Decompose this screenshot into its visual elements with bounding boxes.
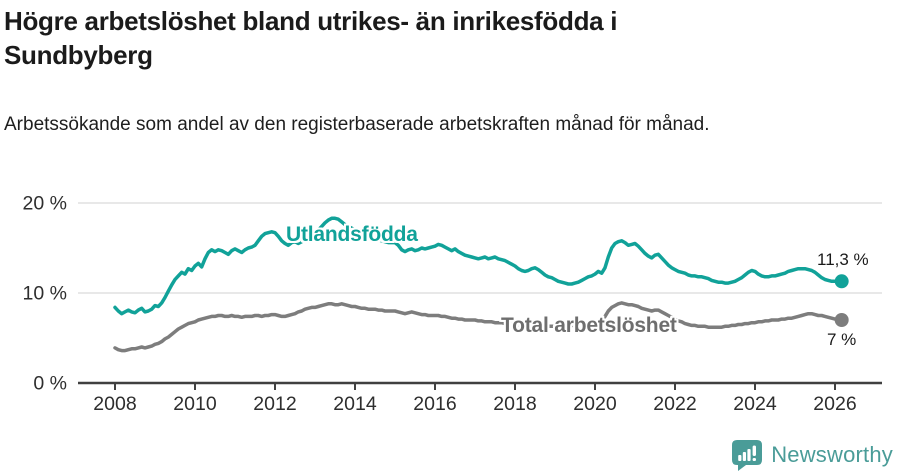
series-line-utlandsfodda — [113, 216, 844, 316]
newsworthy-speech-bubble-chart-icon — [732, 440, 763, 471]
series-line-total — [113, 301, 844, 353]
newsworthy-logo[interactable]: Newsworthy — [731, 439, 893, 471]
x-tick-label-2020: 2020 — [573, 393, 617, 415]
chart-subtitle: Arbetssökande som andel av den registerb… — [4, 114, 710, 135]
x-tick-label-2018: 2018 — [493, 393, 536, 415]
x-tick-label-2024: 2024 — [733, 393, 777, 415]
series-endpoint-dot-total — [834, 313, 849, 327]
x-tick-label-2014: 2014 — [333, 393, 377, 415]
chart-title: Högre arbetslöshet bland utrikes- än inr… — [4, 6, 618, 70]
x-tick-label-2026: 2026 — [813, 393, 856, 415]
x-tick-label-2022: 2022 — [653, 393, 696, 415]
newsworthy-brand-name: Newsworthy — [771, 442, 893, 467]
y-tick-label-20: 20 % — [23, 193, 67, 215]
series-label-utlandsfodda: Utlandsfödda — [286, 223, 418, 246]
x-tick-label-2008: 2008 — [93, 393, 136, 415]
series-label-total-arbetsloshet: Total arbetslöshet — [501, 314, 677, 337]
end-value-label-utlandsfodda: 11,3 % — [817, 250, 869, 269]
end-value-label-total: 7 % — [827, 330, 857, 349]
x-tick-label-2010: 2010 — [173, 393, 217, 415]
x-tick-label-2012: 2012 — [253, 393, 296, 415]
series-endpoint-dot-utlandsfodda — [834, 274, 849, 289]
x-tick-label-2016: 2016 — [413, 393, 456, 415]
y-tick-label-0: 0 % — [33, 373, 67, 395]
y-tick-label-10: 10 % — [23, 283, 67, 305]
